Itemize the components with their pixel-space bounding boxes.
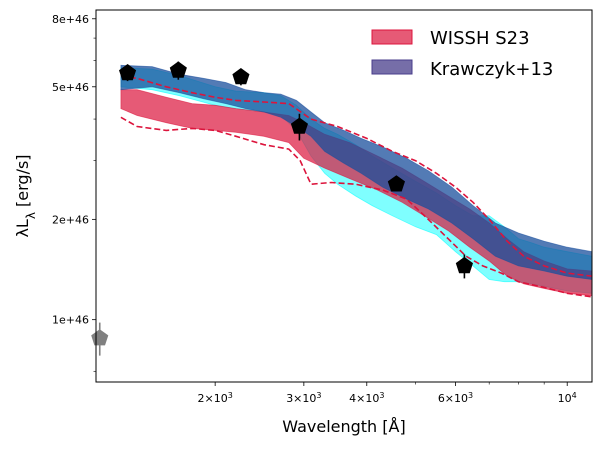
dashed-lines-layer: [120, 74, 592, 298]
wissh-upper-dashed: [120, 74, 592, 277]
obs-point-1: [119, 64, 137, 81]
legend: WISSH S23 Krawczyk+13: [371, 28, 553, 80]
obs-point-5: [387, 175, 405, 192]
bands-layer: [120, 64, 592, 297]
legend-swatch-wissh: [371, 29, 413, 45]
x-tick-label: 104: [558, 391, 577, 406]
ticks-layer: 2×103 3×103 4×103 6×103 104 1e+46 2e+46 5e+46 8e…: [52, 13, 577, 405]
obs-point-4: [290, 117, 308, 134]
legend-label-krawczyk: Krawczyk+13: [430, 59, 553, 80]
x-tick-label: 4×103: [349, 391, 384, 406]
y-tick-label: 8e+46: [52, 13, 89, 26]
grey-point: [91, 329, 109, 346]
obs-point-6: [455, 256, 473, 274]
y-tick-label: 5e+46: [52, 81, 89, 94]
plot-frame: [95, 9, 593, 383]
points-layer: [91, 61, 473, 356]
y-tick-label: 2e+46: [52, 213, 89, 226]
obs-point-2: [169, 61, 187, 78]
obs-point-3: [232, 68, 250, 85]
y-tick-label: 1e+46: [52, 314, 89, 327]
x-tick-label: 6×103: [438, 391, 473, 406]
x-tick-label: 2×103: [197, 391, 232, 406]
wissh-lower-dashed: [120, 116, 592, 298]
legend-swatch-krawczyk: [371, 59, 413, 75]
krawczyk-band: [120, 64, 592, 280]
x-axis-label: Wavelength [Å]: [282, 417, 405, 436]
x-tick-label: 3×103: [286, 391, 321, 406]
legend-label-wissh: WISSH S23: [430, 28, 530, 49]
y-axis-label: λLλ [erg/s]: [13, 154, 38, 237]
